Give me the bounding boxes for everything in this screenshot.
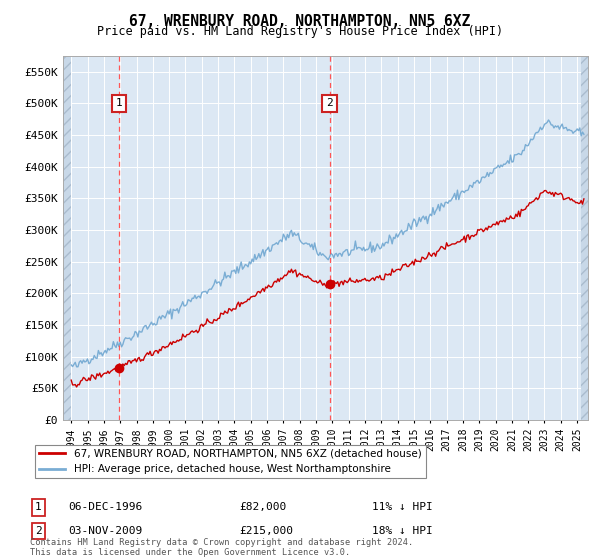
Text: 67, WRENBURY ROAD, NORTHAMPTON, NN5 6XZ: 67, WRENBURY ROAD, NORTHAMPTON, NN5 6XZ [130,14,470,29]
Text: 1: 1 [35,502,41,512]
Text: 03-NOV-2009: 03-NOV-2009 [68,526,143,536]
Text: Price paid vs. HM Land Registry's House Price Index (HPI): Price paid vs. HM Land Registry's House … [97,25,503,38]
Text: 11% ↓ HPI: 11% ↓ HPI [372,502,433,512]
Text: £215,000: £215,000 [240,526,294,536]
Text: 06-DEC-1996: 06-DEC-1996 [68,502,143,512]
Bar [63,56,71,420]
Bar [581,56,588,420]
Text: Contains HM Land Registry data © Crown copyright and database right 2024.
This d: Contains HM Land Registry data © Crown c… [30,538,413,557]
Text: 18% ↓ HPI: 18% ↓ HPI [372,526,433,536]
Text: £82,000: £82,000 [240,502,287,512]
Text: 2: 2 [326,99,333,109]
Text: 2: 2 [35,526,41,536]
Legend: 67, WRENBURY ROAD, NORTHAMPTON, NN5 6XZ (detached house), HPI: Average price, de: 67, WRENBURY ROAD, NORTHAMPTON, NN5 6XZ … [35,445,425,478]
Text: 1: 1 [116,99,122,109]
